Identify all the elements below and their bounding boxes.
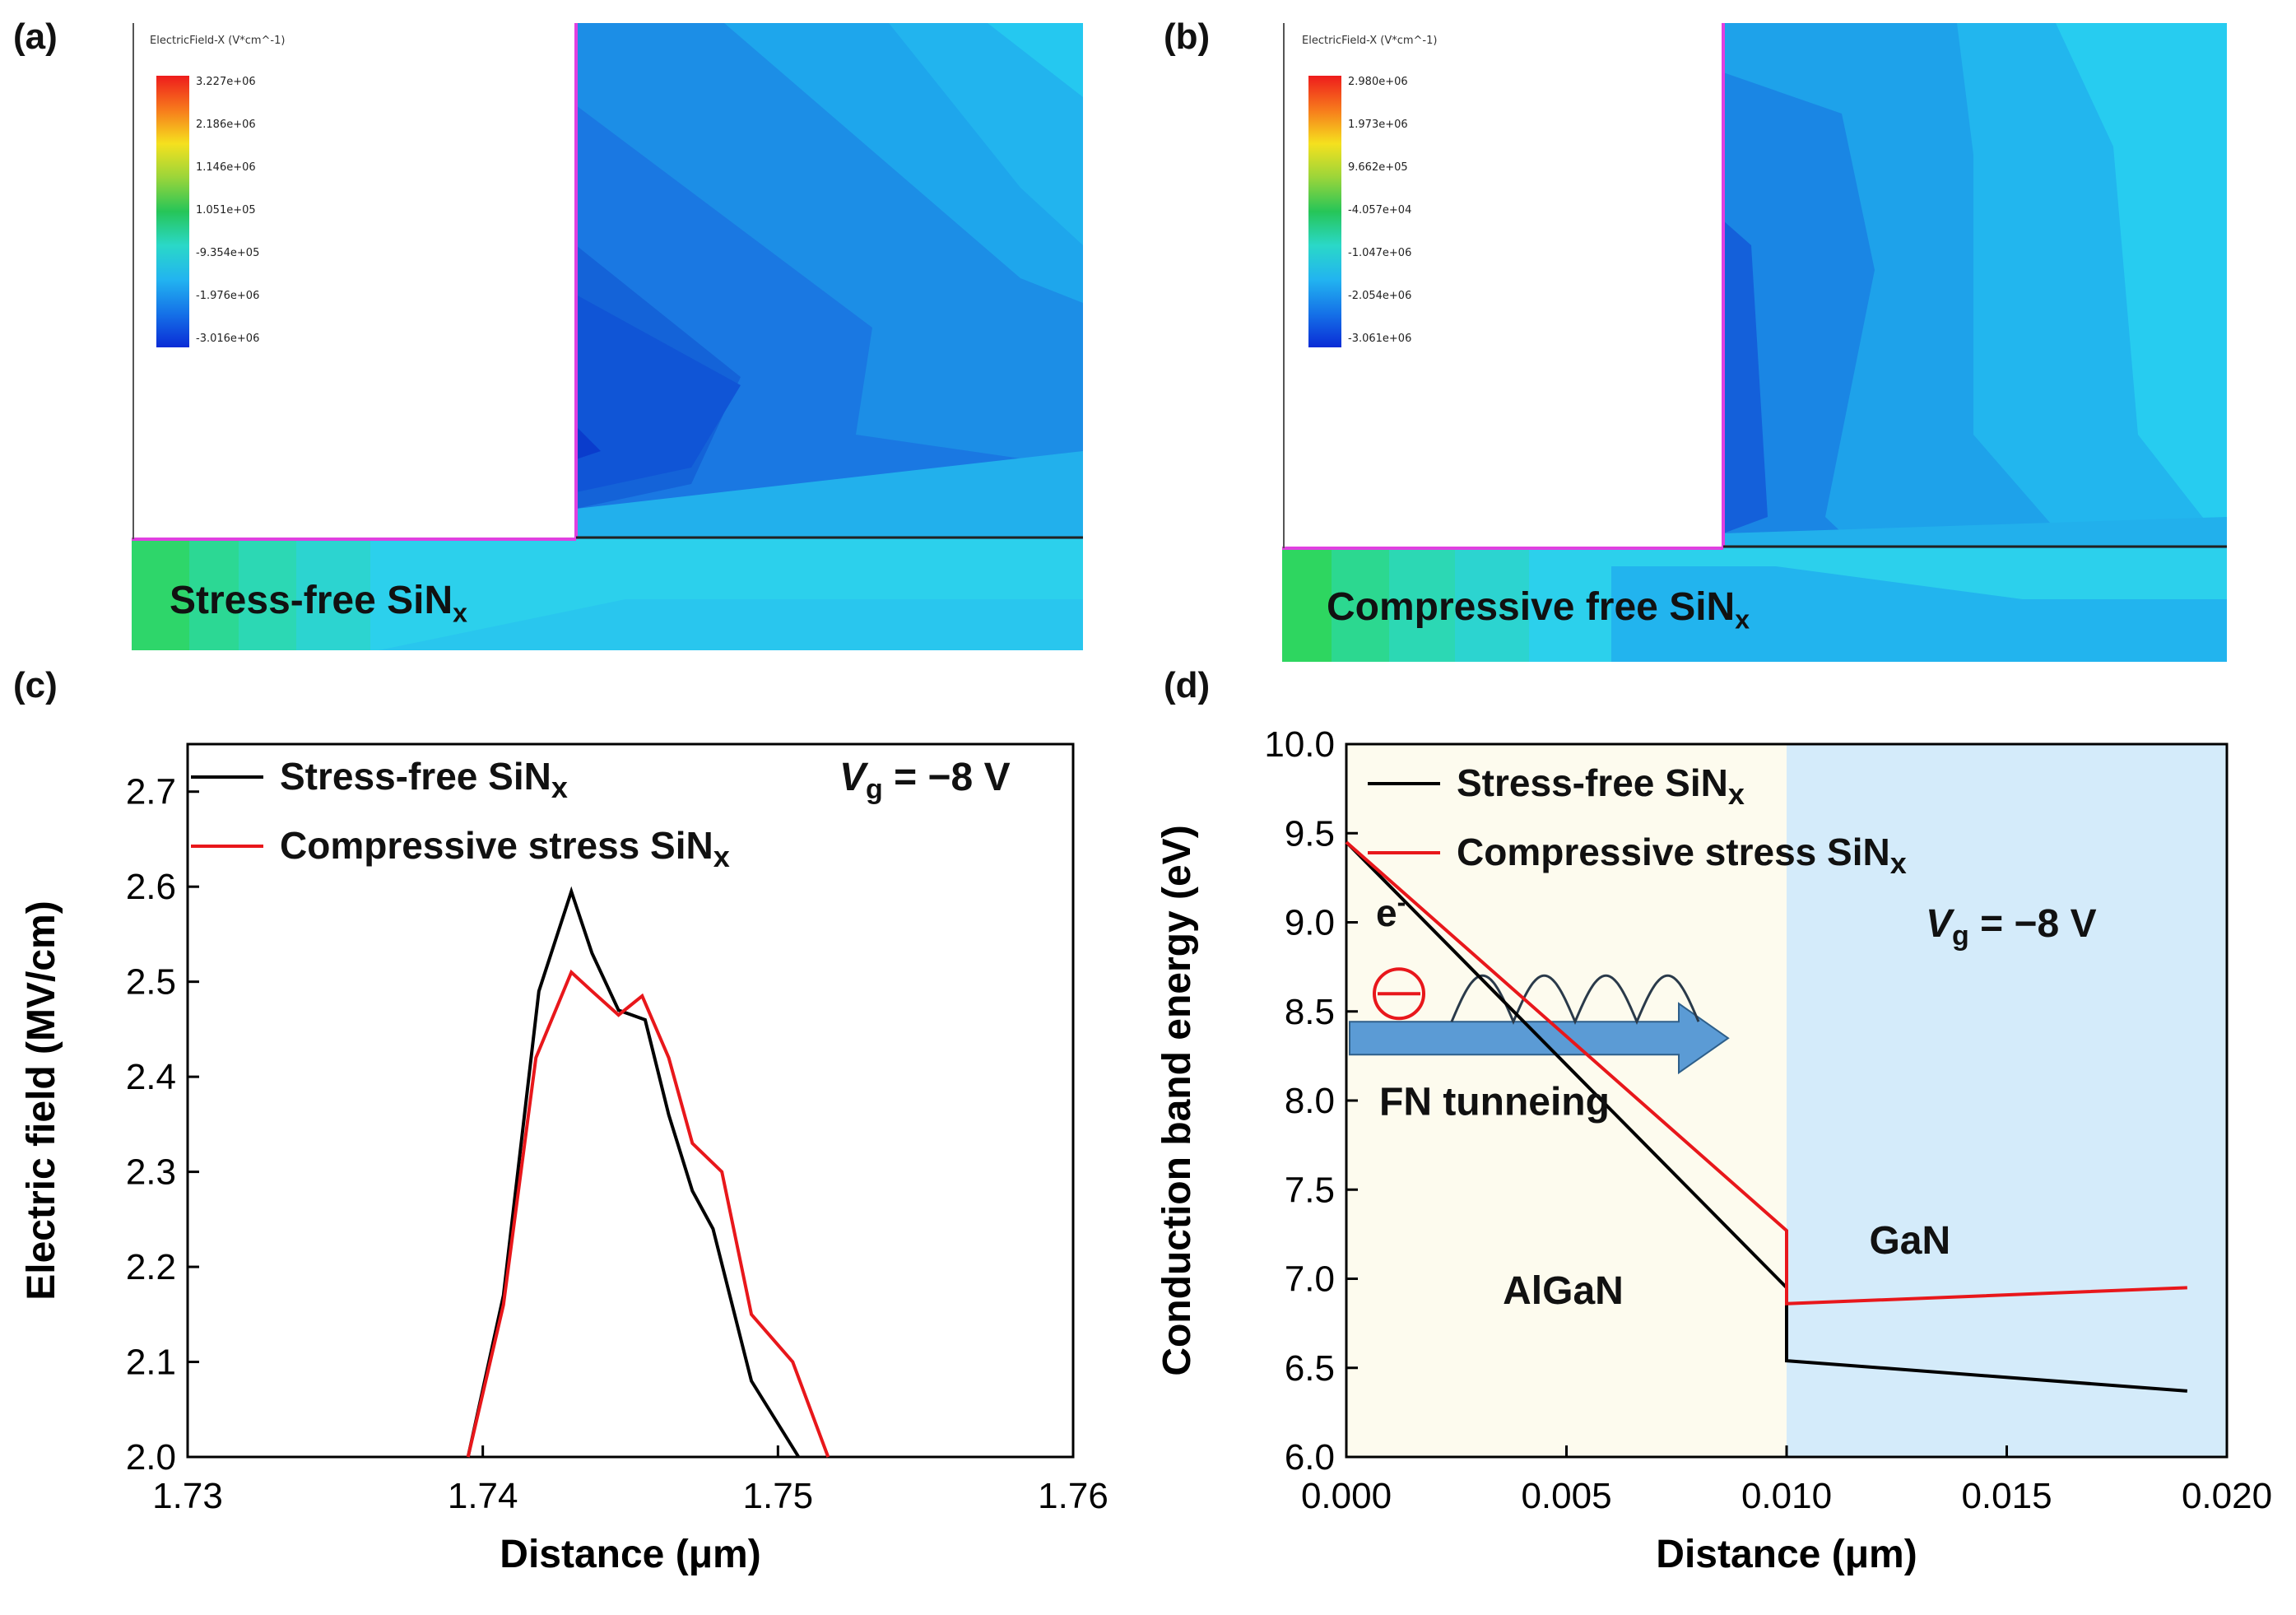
y-tick-label: 6.0 xyxy=(1285,1437,1335,1478)
x-tick-label: 0.010 xyxy=(1741,1476,1832,1516)
colorbar-tick: -3.061e+06 xyxy=(1348,333,1412,345)
x-tick-label: 1.75 xyxy=(743,1476,814,1516)
field-map-a: ElectricField-X (V*cm^-1) 3.227e+06 2.18… xyxy=(132,23,1083,650)
x-axis-title: Distance (μm) xyxy=(500,1533,760,1576)
colorbar xyxy=(1308,76,1341,347)
colorbar-tick: 9.662e+05 xyxy=(1348,161,1408,174)
y-axis-title: Conduction band energy (eV) xyxy=(1155,825,1199,1375)
y-tick-label: 9.0 xyxy=(1285,903,1335,943)
chart-d: 0.000 0.005 0.010 0.015 0.020 6.0 6.5 7.0 7.5 8.0… xyxy=(1155,724,2272,1576)
y-tick-label: 2.5 xyxy=(126,962,176,1003)
y-tick-label: 8.5 xyxy=(1285,992,1335,1032)
panel-label-a: (a) xyxy=(13,16,58,57)
y-axis-title: Electric field (MV/cm) xyxy=(20,901,63,1300)
y-tick-label: 2.7 xyxy=(126,772,176,812)
x-axis-title: Distance (μm) xyxy=(1656,1533,1917,1576)
y-tick-label: 2.1 xyxy=(126,1343,176,1383)
y-tick-label: 2.3 xyxy=(126,1152,176,1193)
legend-label: Compressive stress SiNx xyxy=(280,824,730,873)
colorbar xyxy=(156,76,189,347)
y-tick-label: 2.4 xyxy=(126,1057,176,1097)
y-tick-label: 2.0 xyxy=(126,1437,176,1478)
colorbar-tick: 1.973e+06 xyxy=(1348,119,1408,131)
region-label-a: Stress-free SiNx xyxy=(170,579,467,628)
colorbar-tick: -9.354e+05 xyxy=(196,247,260,259)
colorbar-tick: -2.054e+06 xyxy=(1348,290,1412,302)
legend-label: Compressive stress SiNx xyxy=(1457,831,1907,880)
colorbar-tick: -4.057e+04 xyxy=(1348,204,1412,216)
plot-frame xyxy=(186,742,1075,1459)
algan-region xyxy=(1346,744,1787,1457)
chart-c: 1.73 1.74 1.75 1.76 2.0 2.1 2.2 2.3 2.4 2.5 2.6 2.7… xyxy=(20,742,1108,1576)
panel-label-d: (d) xyxy=(1164,665,1211,705)
panel-label-b: (b) xyxy=(1164,16,1211,57)
legend-label: Stress-free SiNx xyxy=(280,755,568,804)
colorbar-tick: 2.186e+06 xyxy=(196,119,256,131)
colorbar-tick: 2.980e+06 xyxy=(1348,76,1408,88)
colorbar-tick: 1.051e+05 xyxy=(196,204,256,216)
colorbar-tick: 3.227e+06 xyxy=(196,76,256,88)
region-label-b: Compressive free SiNx xyxy=(1327,585,1750,635)
vg-annotation: Vg = −8 V xyxy=(1926,902,2097,952)
gan-region xyxy=(1787,744,2227,1457)
x-tick-label: 1.76 xyxy=(1038,1476,1108,1516)
gan-label: GaN xyxy=(1869,1219,1950,1263)
y-tick-label: 9.5 xyxy=(1285,813,1335,854)
y-tick-label: 10.0 xyxy=(1264,724,1335,765)
electron-circle-icon xyxy=(1373,967,1425,1021)
colorbar-tick: 1.146e+06 xyxy=(196,161,256,174)
y-tick-label: 6.5 xyxy=(1285,1348,1335,1389)
colorbar-tick: -3.016e+06 xyxy=(196,333,260,345)
series-line xyxy=(466,886,801,1459)
electron-wave xyxy=(1450,974,1700,1026)
field-map-b: ElectricField-X (V*cm^-1) 2.980e+06 1.97… xyxy=(1282,23,2227,662)
x-tick-label: 0.015 xyxy=(1961,1476,2052,1516)
x-tick-label: 0.020 xyxy=(2182,1476,2272,1516)
y-tick-label: 2.6 xyxy=(126,867,176,907)
y-tick-label: 7.0 xyxy=(1285,1259,1335,1300)
algan-label: AlGaN xyxy=(1503,1269,1624,1313)
series-line xyxy=(1345,840,2187,1305)
vg-annotation: Vg = −8 V xyxy=(839,756,1011,805)
colorbar-tick: -1.047e+06 xyxy=(1348,247,1412,259)
x-tick-label: 0.005 xyxy=(1521,1476,1611,1516)
fn-tunneling-label: FN tunneing xyxy=(1379,1080,1610,1124)
x-tick-label: 0.000 xyxy=(1301,1476,1392,1516)
x-tick-label: 1.74 xyxy=(448,1476,518,1516)
series-line xyxy=(466,969,830,1458)
electron-label: e- xyxy=(1376,887,1406,934)
panel-label-c: (c) xyxy=(13,665,58,705)
y-tick-label: 7.5 xyxy=(1285,1170,1335,1210)
x-tick-label: 1.73 xyxy=(152,1476,223,1516)
colorbar-tick: -1.976e+06 xyxy=(196,290,260,302)
y-tick-label: 8.0 xyxy=(1285,1081,1335,1121)
legend-label: Stress-free SiNx xyxy=(1457,761,1745,811)
series-line xyxy=(1345,840,2188,1393)
y-tick-label: 2.2 xyxy=(126,1247,176,1287)
colorbar-title: ElectricField-X (V*cm^-1) xyxy=(1302,35,1438,47)
colorbar-title: ElectricField-X (V*cm^-1) xyxy=(150,35,286,47)
